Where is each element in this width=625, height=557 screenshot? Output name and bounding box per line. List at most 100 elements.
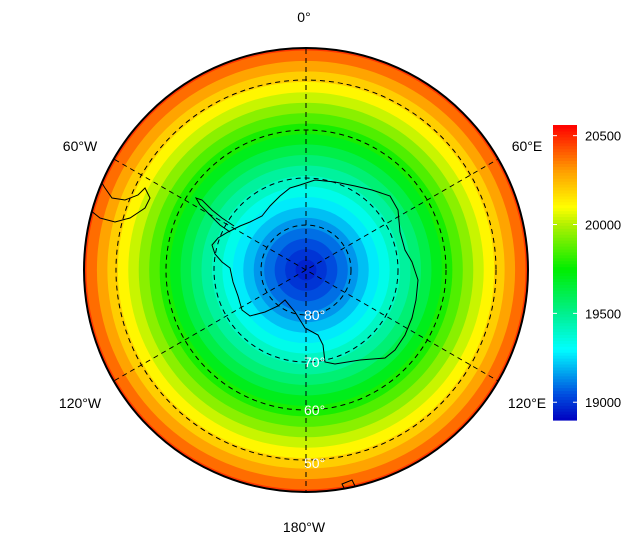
lon-label-60e: 60°E	[512, 138, 543, 154]
colorbar-segment	[553, 399, 577, 403]
colorbar-segment	[553, 175, 577, 179]
colorbar-segment	[553, 340, 577, 344]
colorbar-segment	[553, 169, 577, 173]
colorbar-segment	[553, 287, 577, 291]
colorbar-segment	[553, 296, 577, 300]
colorbar-segment	[553, 133, 577, 138]
colorbar-segment	[553, 316, 577, 321]
colorbar-segment	[553, 278, 577, 282]
colorbar-segment	[553, 272, 577, 277]
longitude-labels: 0° 60°W 60°E 120°W 120°E 180°W	[59, 9, 546, 535]
colorbar-segment	[553, 222, 577, 226]
colorbar	[553, 125, 577, 421]
peninsula-coastline	[194, 197, 235, 233]
colorbar-segment	[553, 157, 577, 161]
colorbar-segment	[553, 234, 577, 238]
graticule	[106, 48, 506, 492]
colorbar-segment	[553, 325, 577, 330]
colorbar-segment	[553, 322, 577, 327]
colorbar-segment	[553, 154, 577, 159]
colorbar-segment	[553, 328, 577, 333]
colorbar-segment	[553, 243, 577, 247]
colorbar-segment	[553, 195, 577, 200]
colorbar-segment	[553, 181, 577, 185]
colorbar-segment	[553, 269, 577, 274]
colorbar-segment	[553, 127, 577, 132]
colorbar-segment	[553, 142, 577, 147]
latitude-labels: 80° 70° 60° 50°	[304, 307, 325, 471]
colorbar-segment	[553, 381, 577, 386]
colorbar-segment	[553, 148, 577, 153]
colorbar-segment	[553, 384, 577, 389]
colorbar-segment	[553, 192, 577, 197]
colorbar-segment	[553, 393, 577, 397]
colorbar-segment	[553, 334, 577, 338]
colorbar-segment	[553, 145, 577, 150]
colorbar-segment	[553, 402, 577, 406]
map-border	[83, 47, 529, 493]
colorbar-segment	[553, 189, 577, 194]
colorbar-segment	[553, 263, 577, 268]
colorbar-segment	[553, 254, 577, 259]
colorbar-tick-label: 19500	[585, 306, 621, 321]
colorbar-segment	[553, 319, 577, 324]
lon-label-120w: 120°W	[59, 395, 102, 411]
colorbar-segment	[553, 369, 577, 374]
lon-label-120e: 120°E	[508, 395, 546, 411]
colorbar-segment	[553, 201, 577, 206]
colorbar-segment	[553, 343, 577, 347]
colorbar-segment	[553, 237, 577, 241]
meridian-line	[106, 154, 506, 386]
lon-label-0: 0°	[297, 9, 310, 25]
colorbar-segment	[553, 387, 577, 392]
colorbar-segment	[553, 284, 577, 288]
colorbar-segment	[553, 248, 577, 253]
colorbar-segment	[553, 299, 577, 303]
colorbar-segment	[553, 204, 577, 209]
lat-label-50: 50°	[304, 455, 325, 471]
colorbar-segment	[553, 293, 577, 297]
colorbar-segment	[553, 349, 577, 353]
colorbar-segment	[553, 304, 577, 309]
colorbar-tick-label: 20000	[585, 218, 621, 233]
colorbar-segment	[553, 417, 577, 421]
colorbar-segment	[553, 337, 577, 341]
colorbar-segment	[553, 302, 577, 306]
colorbar-segment	[553, 210, 577, 215]
colorbar-segment	[553, 178, 577, 182]
lat-label-60: 60°	[304, 402, 325, 418]
colorbar-segment	[553, 216, 577, 220]
colorbar-segment	[553, 184, 577, 188]
colorbar-segment	[553, 228, 577, 232]
colorbar-segment	[553, 163, 577, 167]
colorbar-segment	[553, 378, 577, 383]
colorbar-segment	[553, 355, 577, 359]
colorbar-segment	[553, 160, 577, 164]
colorbar-segment	[553, 257, 577, 262]
colorbar-segment	[553, 411, 577, 415]
colorbar-segment	[553, 352, 577, 356]
latitude-circle	[260, 224, 352, 316]
colorbar-ticks: 20500 20000 19500 19000	[585, 129, 621, 411]
colorbar-segment	[553, 240, 577, 244]
colorbar-segment	[553, 307, 577, 312]
lat-label-80: 80°	[304, 307, 325, 323]
colorbar-tick-label: 19000	[585, 395, 621, 410]
colorbar-segment	[553, 266, 577, 271]
colorbar-segment	[553, 245, 577, 250]
colorbar-segment	[553, 408, 577, 412]
colorbar-segment	[553, 363, 577, 368]
colorbar-segment	[553, 396, 577, 400]
colorbar-segment	[553, 225, 577, 229]
colorbar-segment	[553, 290, 577, 294]
colorbar-segment	[553, 414, 577, 418]
colorbar-segment	[553, 130, 577, 135]
colorbar-segment	[553, 390, 577, 395]
colorbar-segment	[553, 198, 577, 203]
colorbar-segment	[553, 151, 577, 156]
colorbar-segment	[553, 275, 577, 279]
colorbar-segment	[553, 166, 577, 170]
colorbar-segment	[553, 346, 577, 350]
colorbar-tick-label: 20500	[585, 129, 621, 144]
